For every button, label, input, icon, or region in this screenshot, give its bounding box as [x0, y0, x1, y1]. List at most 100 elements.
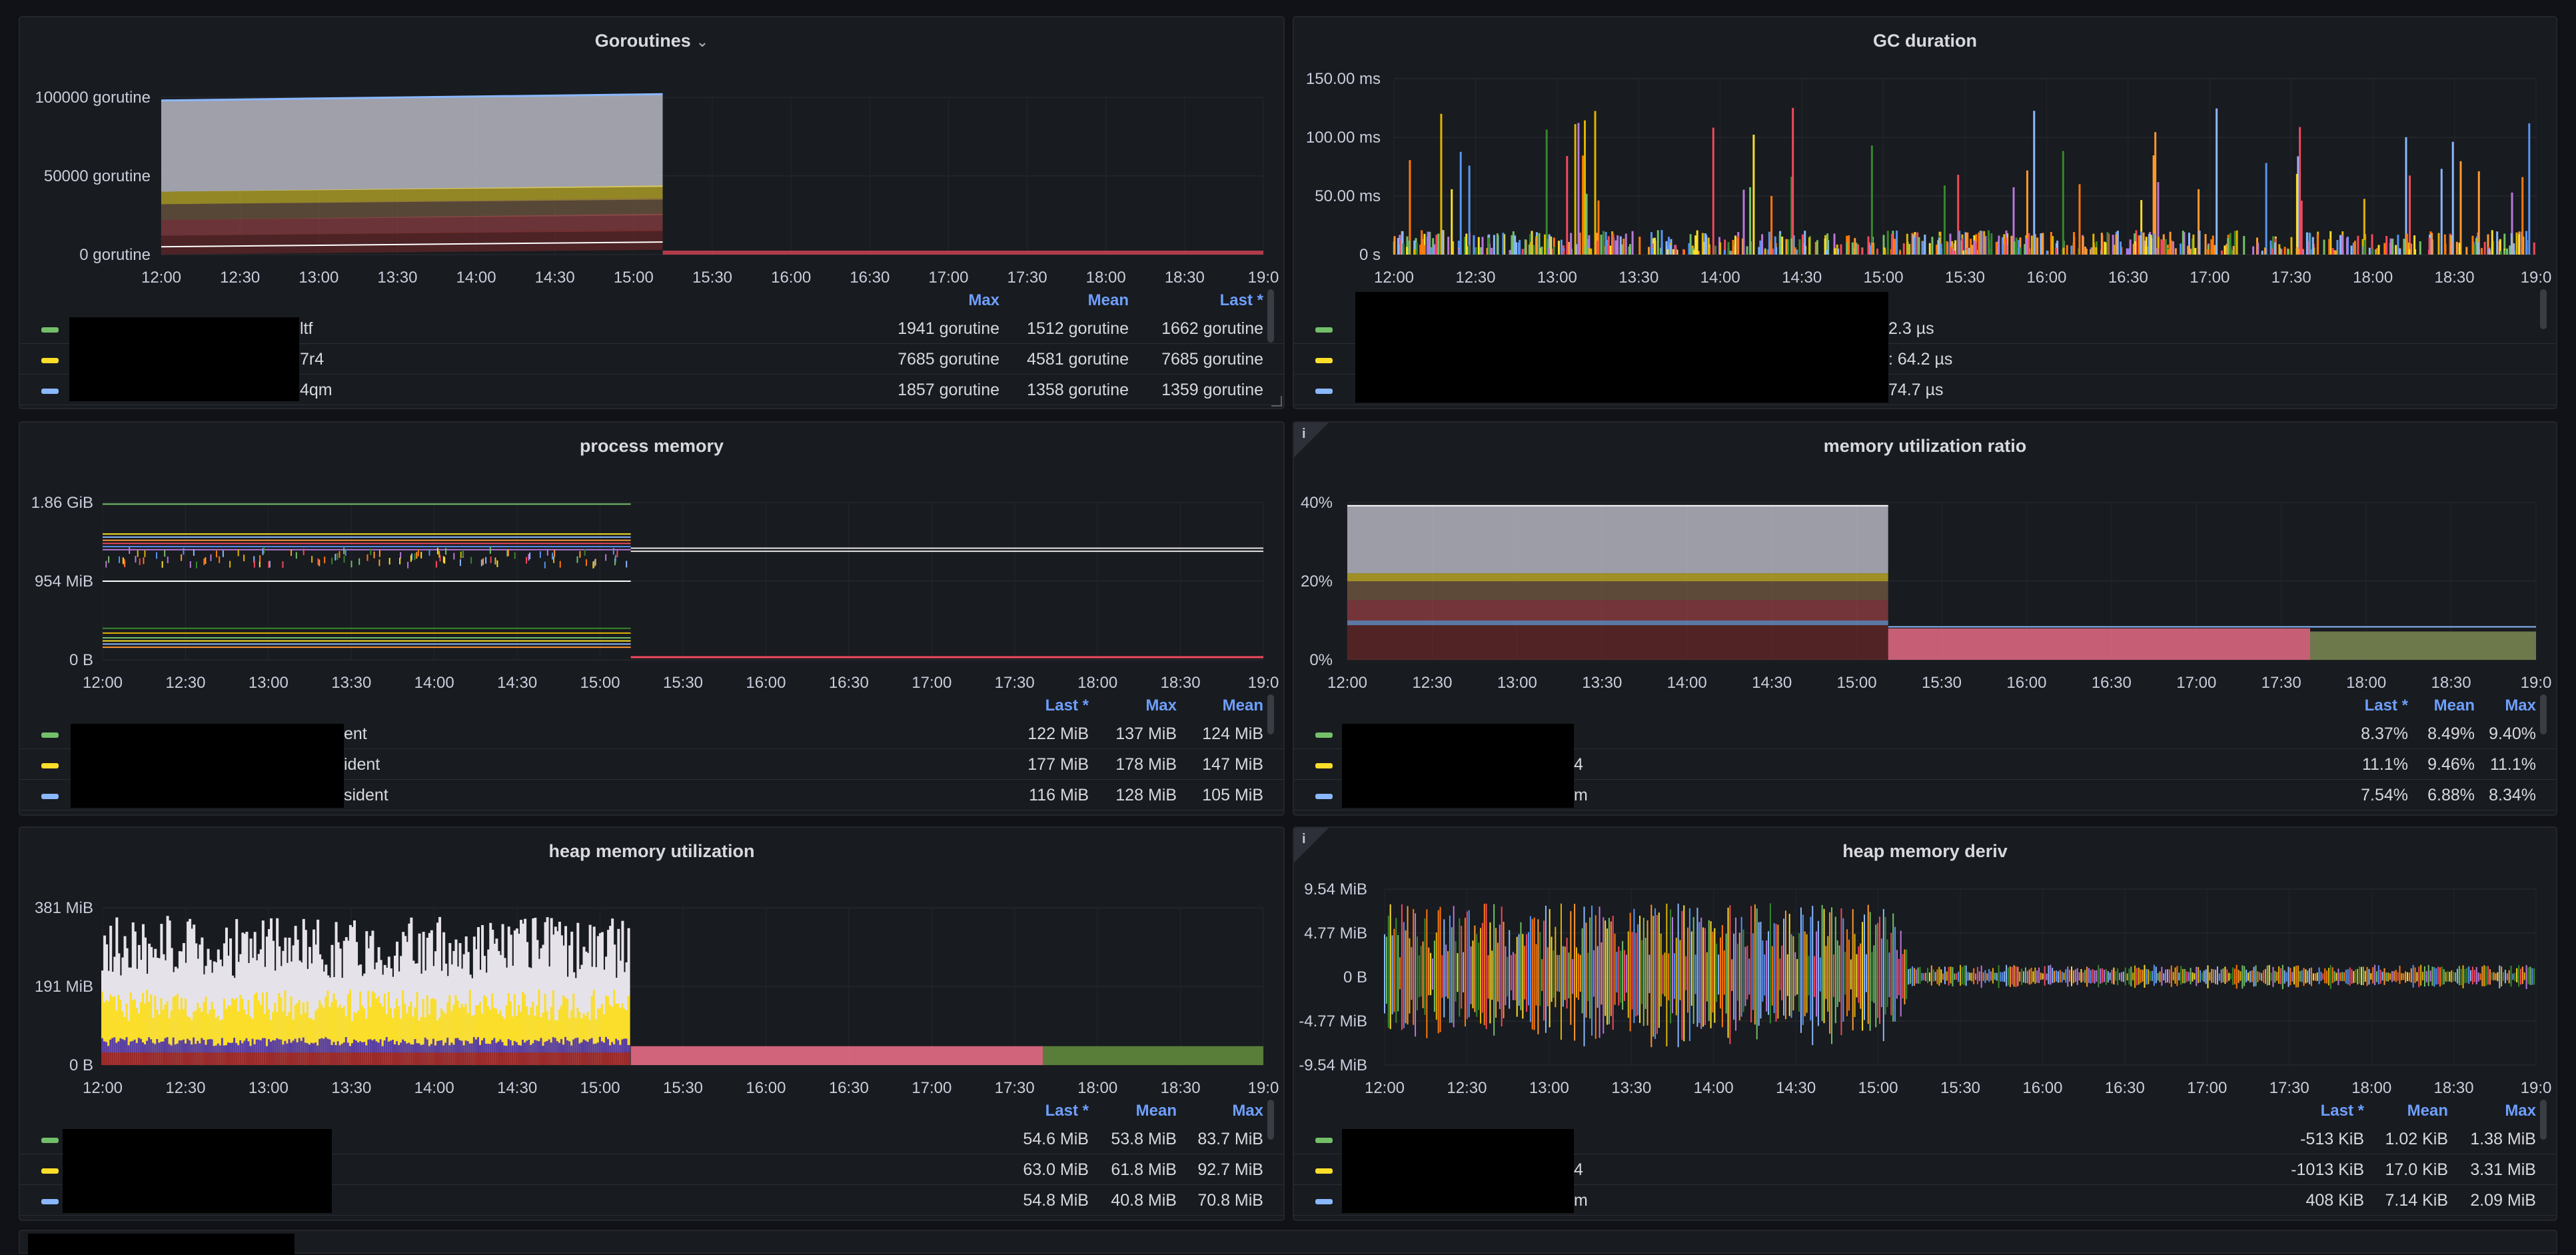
legend-series-name[interactable]: sident — [344, 786, 388, 804]
legend-row[interactable]: 7r4 7685 gorutine 4581 gorutine 7685 goruti… — [20, 343, 1283, 375]
panel-memory-utilization-ratio[interactable]: i memory utilization ratio 40% 20% 0% 12:00… — [1293, 421, 2557, 816]
legend-series-name[interactable]: ltf — [300, 319, 313, 338]
legend-column-header[interactable]: Mean — [1135, 1102, 1177, 1120]
legend-column-header[interactable]: Last * — [2364, 696, 2408, 714]
process-memory-legend: Last * Max Mean ent 122 MiB 137 MiB 124 MiB ide… — [20, 692, 1283, 812]
legend-scrollbar[interactable] — [2540, 694, 2547, 734]
legend-series-name[interactable]: 2.3 µs — [1888, 319, 1934, 338]
legend-row[interactable]: sident 116 MiB 128 MiB 105 MiB — [20, 779, 1283, 810]
legend-row[interactable]: 4 -1013 KiB 17.0 KiB 3.31 MiB — [1294, 1154, 2556, 1185]
goroutines-chart[interactable]: 100000 gorutine 50000 gorutine 0 gorutine 1… — [20, 17, 1285, 297]
legend-value: 9.40% — [2489, 724, 2536, 743]
panel-title[interactable]: process memory — [579, 436, 724, 456]
legend-column-header[interactable]: Max — [1145, 696, 1177, 714]
legend-value: 11.1% — [2361, 755, 2408, 774]
legend-column-header[interactable]: Max — [2505, 696, 2536, 714]
legend-column-header[interactable]: Mean — [1087, 291, 1129, 309]
legend-column-header[interactable]: Last * — [1219, 291, 1263, 309]
legend-row[interactable]: 8.37% 8.49% 9.40% — [1294, 718, 2556, 749]
info-icon[interactable]: i — [1302, 427, 1306, 441]
legend-column-header[interactable]: Last * — [2320, 1102, 2364, 1120]
series-color-swatch[interactable] — [41, 1168, 59, 1174]
legend-row[interactable]: 4qm 1857 gorutine 1358 gorutine 1359 goruti… — [20, 374, 1283, 405]
legend-series-name[interactable]: 7r4 — [300, 350, 324, 369]
gc-duration-chart[interactable]: 150.00 ms 100.00 ms 50.00 ms 0 s 12:00 12:30 1… — [1294, 17, 2557, 297]
panel-goroutines[interactable]: Goroutines ⌄ 100000 gorutine 50000 gorutin… — [19, 16, 1285, 409]
legend-row[interactable]: : 64.2 µs — [1294, 343, 2556, 375]
legend-scrollbar[interactable] — [1267, 694, 1274, 734]
legend-scrollbar[interactable] — [1267, 289, 1274, 343]
series-color-swatch[interactable] — [41, 763, 59, 768]
panel-heap-memory-utilization[interactable]: heap memory utilization 381 MiB 191 MiB 0 … — [19, 826, 1285, 1221]
resize-handle[interactable] — [1271, 396, 1282, 407]
series-color-swatch[interactable] — [1315, 1168, 1333, 1174]
memory-ratio-chart[interactable]: 40% 20% 0% 12:00 12:30 13:00 13:30 14:00 14:30 15… — [1294, 423, 2557, 702]
legend-series-name[interactable]: 4 — [1574, 755, 1583, 774]
panel-title[interactable]: heap memory utilization — [548, 841, 755, 861]
legend-series-name[interactable]: m — [1574, 786, 1588, 804]
legend-row[interactable]: 2.3 µs — [1294, 313, 2556, 344]
legend-row[interactable]: 54.8 MiB 40.8 MiB 70.8 MiB — [20, 1184, 1283, 1216]
series-color-swatch[interactable] — [1315, 732, 1333, 738]
legend-series-name[interactable]: : 64.2 µs — [1888, 350, 1953, 369]
legend-series-name[interactable]: 74.7 µs — [1888, 381, 1944, 399]
legend-column-header[interactable]: Mean — [2433, 696, 2475, 714]
info-corner[interactable]: i — [1294, 828, 1329, 862]
legend-series-name[interactable]: 4qm — [300, 381, 332, 399]
series-color-swatch[interactable] — [41, 327, 59, 333]
legend-row[interactable]: ent 122 MiB 137 MiB 124 MiB — [20, 718, 1283, 749]
series-color-swatch[interactable] — [1315, 358, 1333, 363]
legend-row[interactable]: m 408 KiB 7.14 KiB 2.09 MiB — [1294, 1184, 2556, 1216]
panel-heap-memory-deriv[interactable]: i heap memory deriv 9.54 MiB 4.77 MiB 0 B -… — [1293, 826, 2557, 1221]
legend-row[interactable]: 63.0 MiB 61.8 MiB 92.7 MiB — [20, 1154, 1283, 1185]
legend-row[interactable]: 74.7 µs — [1294, 374, 2556, 405]
panel-title[interactable]: memory utilization ratio — [1823, 436, 2027, 456]
info-corner[interactable]: i — [1294, 423, 1329, 457]
panel-process-memory[interactable]: process memory 1.86 GiB 954 MiB 0 B 12:00 12… — [19, 421, 1285, 816]
series-color-swatch[interactable] — [1315, 1199, 1333, 1204]
series-color-swatch[interactable] — [41, 358, 59, 363]
panel-gc-duration[interactable]: GC duration 150.00 ms 100.00 ms 50.00 ms 0 … — [1293, 16, 2557, 409]
legend-column-header[interactable]: Mean — [2407, 1102, 2448, 1120]
legend-scrollbar[interactable] — [2540, 289, 2547, 329]
process-memory-chart[interactable]: 1.86 GiB 954 MiB 0 B 12:00 12:30 13:00 13:30 14… — [20, 423, 1285, 702]
panel-title[interactable]: Goroutines ⌄ — [594, 31, 709, 51]
legend-series-name[interactable]: ent — [344, 724, 367, 743]
legend-column-header[interactable]: Max — [1232, 1102, 1263, 1120]
legend-row[interactable]: 54.6 MiB 53.8 MiB 83.7 MiB — [20, 1123, 1283, 1154]
series-color-swatch[interactable] — [1315, 327, 1333, 333]
legend-row[interactable]: 91.4 µs — [1294, 405, 2556, 408]
legend-scrollbar[interactable] — [2540, 1100, 2547, 1140]
series-color-swatch[interactable] — [1315, 763, 1333, 768]
legend-row[interactable]: ltf 1941 gorutine 1512 gorutine 1662 goruti… — [20, 313, 1283, 344]
collapsed-row-panel[interactable] — [19, 1230, 2557, 1255]
chevron-down-icon[interactable]: ⌄ — [696, 33, 709, 50]
legend-row[interactable]: m 7.54% 6.88% 8.34% — [1294, 779, 2556, 810]
panel-title[interactable]: GC duration — [1873, 31, 1977, 51]
legend-column-header[interactable]: Last * — [1045, 1102, 1089, 1120]
legend-column-header[interactable]: Max — [968, 291, 999, 309]
legend-value: 63.0 MiB — [1023, 1160, 1089, 1179]
series-color-swatch[interactable] — [41, 389, 59, 394]
legend-series-name[interactable]: 4 — [1574, 1160, 1583, 1179]
series-color-swatch[interactable] — [41, 794, 59, 799]
legend-column-header[interactable]: Max — [2505, 1102, 2536, 1120]
legend-series-name[interactable]: m — [1574, 1191, 1588, 1210]
legend-row[interactable]: -513 KiB 1.02 KiB 1.38 MiB — [1294, 1123, 2556, 1154]
panel-title[interactable]: heap memory deriv — [1842, 841, 2008, 861]
series-color-swatch[interactable] — [41, 1138, 59, 1143]
series-color-swatch[interactable] — [41, 732, 59, 738]
series-color-swatch[interactable] — [1315, 794, 1333, 799]
info-icon[interactable]: i — [1302, 832, 1306, 846]
legend-row[interactable]: ident 177 MiB 178 MiB 147 MiB — [20, 748, 1283, 780]
series-color-swatch[interactable] — [41, 1199, 59, 1204]
legend-series-name[interactable]: ident — [344, 755, 380, 774]
legend-scrollbar[interactable] — [1267, 1100, 1274, 1140]
heap-utilization-chart[interactable]: 381 MiB 191 MiB 0 B 12:00 12:30 13:00 13:30 14:… — [20, 828, 1285, 1108]
legend-row[interactable]: 4 11.1% 9.46% 11.1% — [1294, 748, 2556, 780]
legend-column-header[interactable]: Mean — [1222, 696, 1263, 714]
series-color-swatch[interactable] — [1315, 389, 1333, 394]
heap-deriv-chart[interactable]: 9.54 MiB 4.77 MiB 0 B -4.77 MiB -9.54 MiB 12:… — [1294, 828, 2557, 1108]
legend-column-header[interactable]: Last * — [1045, 696, 1089, 714]
series-color-swatch[interactable] — [1315, 1138, 1333, 1143]
